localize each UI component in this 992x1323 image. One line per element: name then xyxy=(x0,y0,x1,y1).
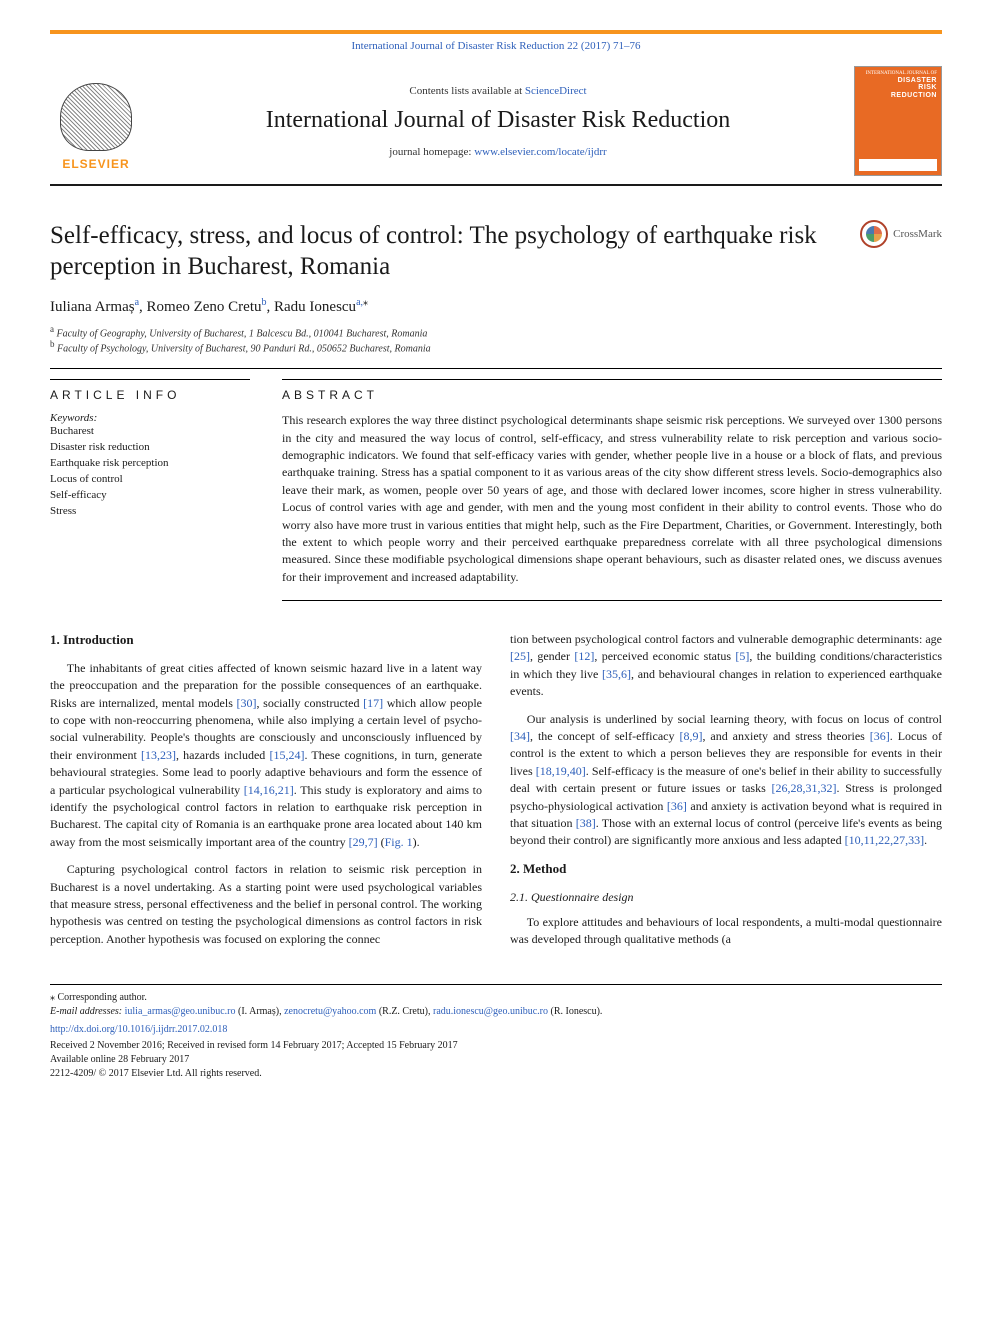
ref-link[interactable]: [14,16,21] xyxy=(244,783,294,797)
email-label: E-mail addresses: xyxy=(50,1006,122,1017)
figure-link[interactable]: Fig. 1 xyxy=(385,835,413,849)
doi-link[interactable]: http://dx.doi.org/10.1016/j.ijdrr.2017.0… xyxy=(50,1023,942,1037)
crossmark-label: CrossMark xyxy=(893,228,942,240)
ref-link[interactable]: [5] xyxy=(735,649,749,663)
ref-link[interactable]: [30] xyxy=(237,696,257,710)
section-heading: 1. Introduction xyxy=(50,631,482,650)
corresponding-note: ⁎ Corresponding author. xyxy=(50,991,942,1005)
copyright-line: 2212-4209/ © 2017 Elsevier Ltd. All righ… xyxy=(50,1067,942,1081)
ref-link[interactable]: [29,7] xyxy=(349,835,378,849)
email-link[interactable]: radu.ionescu@geo.unibuc.ro xyxy=(433,1006,548,1017)
affil-link-a2[interactable]: a, xyxy=(356,297,363,308)
divider xyxy=(50,368,942,369)
email-link[interactable]: zenocretu@yahoo.com xyxy=(284,1006,376,1017)
ref-link[interactable]: [17] xyxy=(363,696,383,710)
ref-link[interactable]: [36] xyxy=(667,799,687,813)
homepage-link[interactable]: www.elsevier.com/locate/ijdrr xyxy=(474,146,606,158)
article-title: Self-efficacy, stress, and locus of cont… xyxy=(50,220,846,283)
keyword: Disaster risk reduction xyxy=(50,440,250,456)
journal-name: International Journal of Disaster Risk R… xyxy=(158,107,838,134)
contents-line: Contents lists available at ScienceDirec… xyxy=(158,85,838,97)
running-head-link[interactable]: International Journal of Disaster Risk R… xyxy=(351,40,640,52)
elsevier-tree-icon xyxy=(60,83,132,151)
divider xyxy=(282,600,942,601)
section-heading: 2. Method xyxy=(510,860,942,879)
affil-link-b[interactable]: b xyxy=(262,297,267,308)
ref-link[interactable]: [26,28,31,32] xyxy=(771,781,836,795)
corr-mark[interactable]: ⁎ xyxy=(363,297,368,308)
abstract-heading: ABSTRACT xyxy=(282,379,942,402)
article-history: Received 2 November 2016; Received in re… xyxy=(50,1039,942,1053)
body-columns: 1. Introduction The inhabitants of great… xyxy=(50,631,942,958)
running-head: International Journal of Disaster Risk R… xyxy=(50,40,942,52)
top-accent-bar xyxy=(50,30,942,34)
keyword: Locus of control xyxy=(50,472,250,488)
affil-link-a[interactable]: a xyxy=(135,297,139,308)
paragraph: To explore attitudes and behaviours of l… xyxy=(510,914,942,949)
email-link[interactable]: iulia_armas@geo.unibuc.ro xyxy=(125,1006,236,1017)
keywords-list: Bucharest Disaster risk reduction Earthq… xyxy=(50,424,250,520)
crossmark-badge[interactable]: CrossMark xyxy=(860,220,942,248)
ref-link[interactable]: [36] xyxy=(870,729,890,743)
homepage-line: journal homepage: www.elsevier.com/locat… xyxy=(158,146,838,158)
publisher-name: ELSEVIER xyxy=(62,157,129,171)
available-online: Available online 28 February 2017 xyxy=(50,1053,942,1067)
ref-link[interactable]: [18,19,40] xyxy=(536,764,586,778)
keyword: Earthquake risk perception xyxy=(50,456,250,472)
affiliations: a Faculty of Geography, University of Bu… xyxy=(50,324,942,355)
footnotes: ⁎ Corresponding author. E-mail addresses… xyxy=(50,984,942,1081)
ref-link[interactable]: [8,9] xyxy=(679,729,702,743)
sciencedirect-link[interactable]: ScienceDirect xyxy=(525,85,587,97)
publisher-logo: ELSEVIER xyxy=(50,71,142,171)
abstract-text: This research explores the way three dis… xyxy=(282,412,942,586)
subsection-heading: 2.1. Questionnaire design xyxy=(510,889,942,906)
crossmark-icon xyxy=(860,220,888,248)
ref-link[interactable]: [13,23] xyxy=(141,748,176,762)
ref-link[interactable]: [12] xyxy=(574,649,594,663)
article-info-heading: ARTICLE INFO xyxy=(50,379,250,402)
ref-link[interactable]: [35,6] xyxy=(602,667,631,681)
keyword: Stress xyxy=(50,504,250,520)
journal-cover-thumb: INTERNATIONAL JOURNAL OF DISASTER RISK R… xyxy=(854,66,942,176)
masthead: ELSEVIER Contents lists available at Sci… xyxy=(50,66,942,186)
keyword: Bucharest xyxy=(50,424,250,440)
keywords-label: Keywords: xyxy=(50,412,250,424)
ref-link[interactable]: [38] xyxy=(576,816,596,830)
ref-link[interactable]: [25] xyxy=(510,649,530,663)
paragraph: Capturing psychological control factors … xyxy=(50,861,482,948)
ref-link[interactable]: [15,24] xyxy=(269,748,304,762)
ref-link[interactable]: [34] xyxy=(510,729,530,743)
keyword: Self-efficacy xyxy=(50,488,250,504)
ref-link[interactable]: [10,11,22,27,33] xyxy=(845,833,925,847)
author-line: Iuliana Armașa, Romeo Zeno Cretub, Radu … xyxy=(50,297,942,316)
